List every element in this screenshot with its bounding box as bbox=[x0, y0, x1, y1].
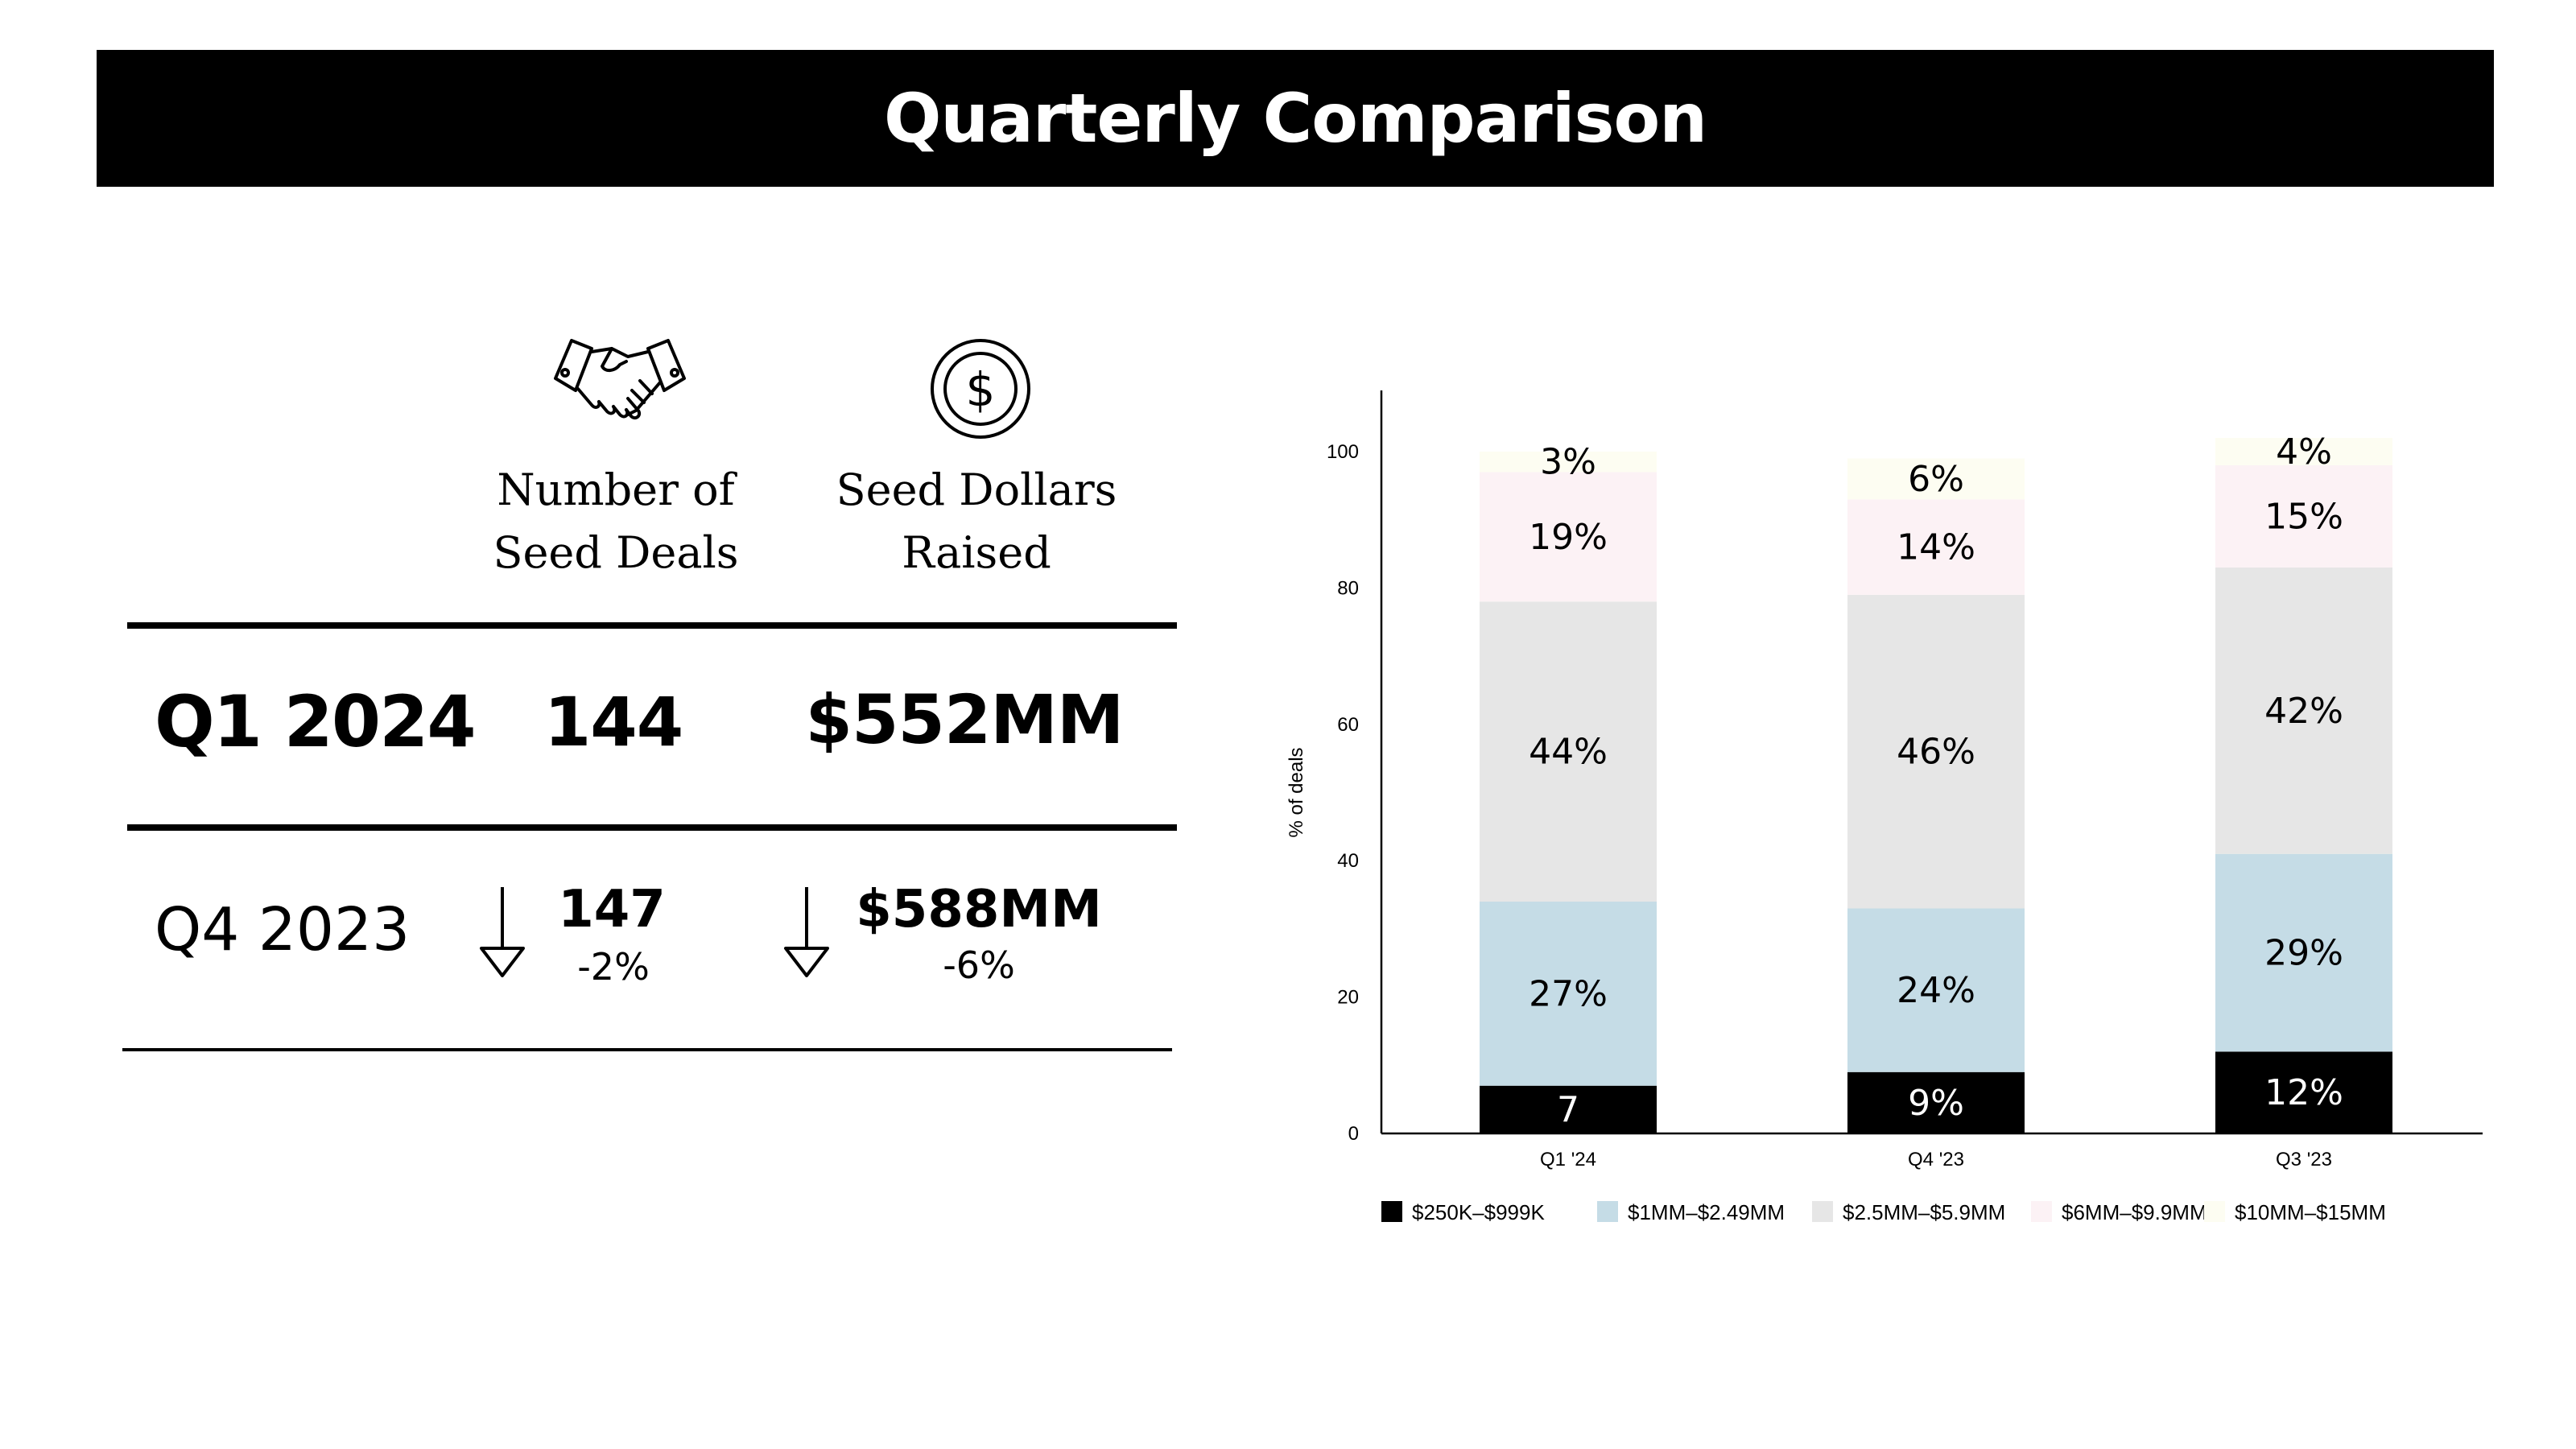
bar-data-label: 7 bbox=[1557, 1089, 1579, 1130]
y-tick-label: 80 bbox=[1337, 577, 1359, 599]
bar-data-label: 42% bbox=[2264, 691, 2343, 732]
legend-label: $10MM–$15MM bbox=[2235, 1200, 2386, 1224]
stacked-bar-chart: 0 20 40 60 80 100 % of deals 7 27% 44% 19% 3% Q1 '24… bbox=[1286, 390, 2483, 1224]
bar-segment bbox=[1847, 908, 2025, 1072]
page-title: Quarterly Comparison bbox=[883, 79, 1707, 158]
down-arrow-icon bbox=[784, 887, 829, 977]
legend-label: $2.5MM–$5.9MM bbox=[1843, 1200, 2005, 1224]
bar-data-label: 24% bbox=[1897, 970, 1975, 1011]
dollars-change-value: -6% bbox=[943, 943, 1015, 987]
x-tick-label: Q3 '23 bbox=[2276, 1149, 2332, 1170]
bar-data-label: 27% bbox=[1529, 973, 1608, 1014]
bar-data-label: 14% bbox=[1897, 527, 1975, 568]
bar-segment bbox=[1480, 902, 1657, 1086]
bar-data-label: 12% bbox=[2264, 1072, 2343, 1113]
bar-segment bbox=[1480, 1085, 1657, 1133]
bar-data-label: 3% bbox=[1540, 442, 1596, 483]
bar-data-label: 46% bbox=[1897, 732, 1975, 773]
bar-segment bbox=[1847, 594, 2025, 909]
dollars-column-header: Seed Dollars Raised bbox=[807, 459, 1146, 584]
bar-segment bbox=[2215, 438, 2392, 465]
bar-segment bbox=[1847, 499, 2025, 595]
bar-segment bbox=[2215, 853, 2392, 1052]
down-arrow-icon bbox=[480, 887, 525, 977]
bar-data-label: 9% bbox=[1908, 1083, 1964, 1124]
bar-data-label: 4% bbox=[2276, 431, 2332, 473]
legend-swatch bbox=[2204, 1201, 2225, 1222]
dollars-header-line1: Seed Dollars bbox=[836, 464, 1117, 515]
current-deals-value: 144 bbox=[543, 683, 683, 762]
bottom-divider bbox=[122, 1048, 1172, 1051]
y-tick-label: 20 bbox=[1337, 987, 1359, 1009]
bar-segment bbox=[2215, 1051, 2392, 1133]
legend-label: $6MM–$9.9MM bbox=[2062, 1200, 2207, 1224]
deals-change-value: -2% bbox=[577, 945, 650, 989]
svg-text:$: $ bbox=[966, 362, 996, 417]
y-tick-label: 100 bbox=[1327, 441, 1359, 463]
legend-swatch bbox=[1381, 1201, 1402, 1222]
y-tick-label: 0 bbox=[1348, 1123, 1359, 1145]
deals-header-line1: Number of bbox=[497, 464, 735, 515]
handshake-icon bbox=[554, 339, 686, 420]
bar-segment bbox=[1847, 1071, 2025, 1133]
bar-segment bbox=[2215, 567, 2392, 854]
deals-column-header: Number of Seed Deals bbox=[447, 459, 785, 584]
y-tick-label: 60 bbox=[1337, 714, 1359, 736]
legend-label: $1MM–$2.49MM bbox=[1628, 1200, 1785, 1224]
bar-segment bbox=[2215, 464, 2392, 568]
legend-swatch bbox=[2031, 1201, 2052, 1222]
dollars-header-line2: Raised bbox=[902, 527, 1051, 578]
bar-segment bbox=[1480, 452, 1657, 473]
y-axis-title: % of deals bbox=[1286, 747, 1307, 837]
bar-data-label: 6% bbox=[1908, 459, 1964, 500]
legend-swatch bbox=[1597, 1201, 1618, 1222]
legend-label: $250K–$999K bbox=[1412, 1200, 1545, 1224]
bar-data-label: 19% bbox=[1529, 517, 1608, 558]
header-divider bbox=[127, 622, 1177, 629]
previous-dollars-value: $588MM bbox=[856, 880, 1102, 939]
dollar-coin-icon: $ bbox=[931, 339, 1030, 439]
current-quarter-label: Q1 2024 bbox=[155, 680, 477, 763]
previous-quarter-label: Q4 2023 bbox=[155, 895, 411, 964]
bar-data-label: 44% bbox=[1529, 732, 1608, 773]
y-tick-label: 40 bbox=[1337, 850, 1359, 872]
legend-swatch bbox=[1812, 1201, 1833, 1222]
bar-data-label: 15% bbox=[2264, 496, 2343, 537]
bar-segment bbox=[1480, 601, 1657, 902]
title-banner: Quarterly Comparison bbox=[97, 50, 2494, 187]
bar-segment bbox=[1480, 472, 1657, 602]
current-dollars-value: $552MM bbox=[805, 680, 1125, 759]
x-tick-label: Q1 '24 bbox=[1540, 1149, 1596, 1170]
deals-header-line2: Seed Deals bbox=[493, 527, 739, 578]
x-tick-label: Q4 '23 bbox=[1908, 1149, 1964, 1170]
bar-segment bbox=[1847, 458, 2025, 500]
previous-deals-value: 147 bbox=[558, 880, 666, 939]
bar-data-label: 29% bbox=[2264, 933, 2343, 974]
current-row-divider bbox=[127, 824, 1177, 831]
